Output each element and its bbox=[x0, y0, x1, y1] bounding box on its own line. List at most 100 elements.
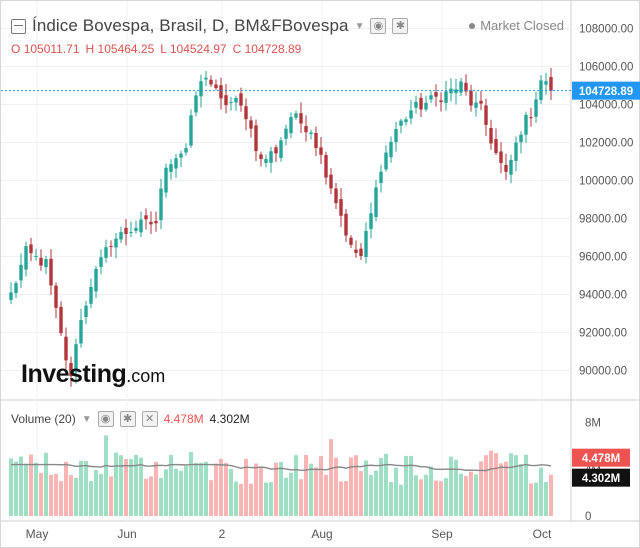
volume-bar-up bbox=[229, 468, 233, 516]
candle-up bbox=[414, 101, 418, 108]
candle-up bbox=[399, 120, 403, 126]
volume-bar-up bbox=[99, 473, 103, 516]
volume-bar-up bbox=[84, 460, 88, 516]
volume-bar-down bbox=[54, 473, 58, 516]
volume-bar-up bbox=[264, 482, 268, 516]
volume-bar-down bbox=[349, 457, 353, 516]
volume-bar-down bbox=[344, 481, 348, 516]
candle-up bbox=[374, 187, 378, 217]
volume-bar-up bbox=[79, 460, 83, 516]
volume-bar-up bbox=[269, 482, 273, 516]
candles bbox=[9, 67, 553, 387]
volume-title: Volume (20) bbox=[11, 412, 76, 426]
candle-down bbox=[244, 106, 248, 120]
price-tick-label: 90000.00 bbox=[579, 366, 627, 378]
collapse-square-icon[interactable] bbox=[11, 18, 26, 34]
volume-bar-down bbox=[484, 455, 488, 516]
volume-bar-down bbox=[109, 476, 113, 516]
candle-up bbox=[229, 102, 233, 104]
candle-up bbox=[459, 81, 463, 93]
volume-bar-down bbox=[319, 456, 323, 516]
candle-up bbox=[204, 77, 208, 80]
volume-bar-up bbox=[519, 464, 523, 516]
volume-bar-down bbox=[254, 463, 258, 516]
candle-up bbox=[194, 95, 198, 113]
volume-value-badge bbox=[572, 448, 630, 467]
candle-down bbox=[439, 100, 443, 103]
gear-icon[interactable]: ✱ bbox=[119, 411, 136, 427]
volume-bar-up bbox=[289, 472, 293, 516]
chevron-down-icon[interactable]: ▼ bbox=[354, 20, 365, 32]
candle-down bbox=[39, 257, 43, 266]
candle-down bbox=[419, 97, 423, 110]
candle-down bbox=[54, 285, 58, 308]
candle-down bbox=[209, 79, 213, 85]
volume-bar-down bbox=[359, 471, 363, 516]
volume-bar-down bbox=[339, 481, 343, 516]
candle-up bbox=[84, 305, 88, 318]
candle-down bbox=[149, 221, 153, 225]
volume-bar-down bbox=[259, 466, 263, 516]
candle-up bbox=[99, 257, 103, 267]
candle-down bbox=[469, 90, 473, 106]
candle-down bbox=[214, 84, 218, 89]
candle-up bbox=[474, 102, 478, 108]
volume-bar-up bbox=[74, 477, 78, 516]
volume-bar-up bbox=[204, 461, 208, 516]
candle-up bbox=[89, 286, 93, 304]
volume-bar-up bbox=[424, 474, 428, 516]
candle-down bbox=[349, 237, 353, 245]
chevron-down-icon[interactable]: ▼ bbox=[81, 413, 92, 425]
volume-bar-up bbox=[514, 455, 518, 516]
chart-title-row: Índice Bovespa, Brasil, D, BM&FBovespa ▼… bbox=[11, 14, 409, 38]
eye-icon[interactable]: ◉ bbox=[370, 18, 387, 34]
candle-up bbox=[44, 259, 48, 268]
candle-down bbox=[499, 151, 503, 163]
candle-up bbox=[139, 219, 143, 233]
volume-bar-up bbox=[474, 474, 478, 516]
gear-icon[interactable]: ✱ bbox=[392, 18, 409, 34]
investing-logo: Investing.com bbox=[21, 360, 165, 389]
price-tick-label: 92000.00 bbox=[579, 328, 627, 340]
close-label: C bbox=[232, 42, 242, 56]
candle-up bbox=[294, 113, 298, 118]
volume-bar-down bbox=[469, 471, 473, 516]
volume-ma-badge bbox=[572, 468, 630, 487]
volume-bar-down bbox=[244, 458, 248, 516]
volume-bar-down bbox=[39, 472, 43, 516]
volume-bar-down bbox=[334, 457, 338, 516]
price-tick-label: 104000.00 bbox=[579, 100, 633, 112]
volume-tick-label: 0 bbox=[585, 511, 591, 523]
eye-icon[interactable]: ◉ bbox=[97, 411, 114, 427]
close-icon[interactable]: ✕ bbox=[141, 411, 158, 427]
volume-value-badge-label: 4.478M bbox=[582, 453, 620, 465]
candle-up bbox=[309, 132, 313, 135]
volume-bar-down bbox=[144, 478, 148, 516]
price-tick-label: 98000.00 bbox=[579, 214, 627, 226]
candle-up bbox=[394, 129, 398, 143]
candle-up bbox=[514, 142, 518, 161]
volume-bar-up bbox=[309, 463, 313, 516]
volume-bar-up bbox=[199, 462, 203, 516]
candle-up bbox=[74, 344, 78, 373]
candle-up bbox=[424, 102, 428, 110]
candle-down bbox=[334, 188, 338, 204]
candle-down bbox=[239, 93, 243, 106]
volume-bar-down bbox=[314, 467, 318, 516]
volume-bar-up bbox=[164, 469, 168, 516]
market-status: Market Closed bbox=[469, 18, 564, 33]
volume-bar-up bbox=[189, 452, 193, 516]
time-tick-label: 2 bbox=[219, 527, 226, 541]
volume-bar-down bbox=[434, 480, 438, 516]
candle-up bbox=[189, 115, 193, 146]
volume-bar-down bbox=[154, 461, 158, 516]
volume-tick-label: 8M bbox=[585, 418, 601, 430]
candle-down bbox=[494, 139, 498, 153]
volume-header: Volume (20) ▼ ◉ ✱ ✕ 4.478M 4.302M bbox=[11, 411, 250, 427]
candle-up bbox=[404, 119, 408, 123]
volume-bar-up bbox=[444, 478, 448, 516]
time-tick-label: Oct bbox=[533, 527, 552, 541]
volume-bar-down bbox=[479, 461, 483, 516]
volume-bar-up bbox=[539, 467, 543, 516]
volume-bar-down bbox=[354, 455, 358, 516]
